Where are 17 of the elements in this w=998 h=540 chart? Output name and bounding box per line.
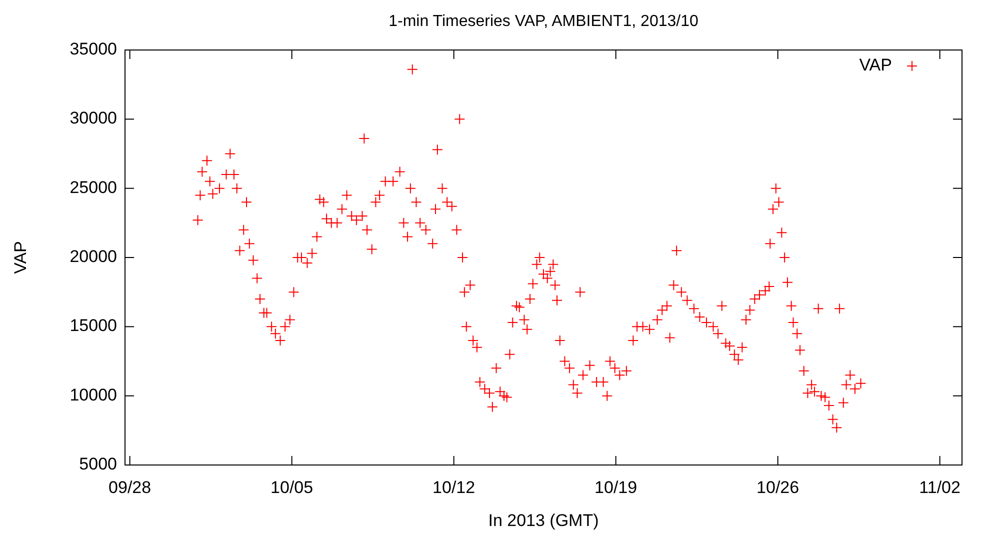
y-tick-label: 5000: [79, 454, 117, 474]
y-tick-label: 10000: [70, 385, 117, 404]
x-tick-label: 10/05: [270, 478, 314, 497]
x-tick-label: 11/02: [919, 478, 960, 497]
x-tick-label: 10/26: [756, 478, 800, 497]
y-tick-label: 25000: [70, 178, 117, 197]
x-tick-label: 09/28: [108, 478, 152, 497]
y-tick-label: 30000: [70, 108, 117, 128]
y-tick-label: 20000: [70, 246, 117, 266]
x-tick-label: 10/19: [594, 478, 638, 497]
x-tick-label: 10/12: [432, 478, 476, 497]
y-tick-label: 35000: [70, 39, 117, 58]
chart-title: 1-min Timeseries VAP, AMBIENT1, 2013/10: [388, 13, 698, 30]
y-tick-label: 15000: [70, 316, 117, 336]
legend-label: VAP: [859, 55, 892, 74]
y-axis-title: VAP: [11, 241, 30, 274]
x-axis-title: In 2013 (GMT): [488, 511, 599, 530]
